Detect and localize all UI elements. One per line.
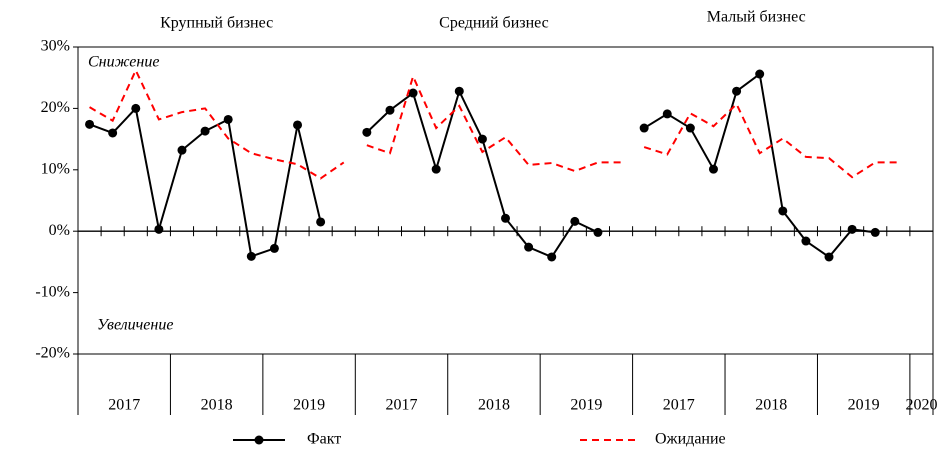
y-tick-label: 30% bbox=[41, 38, 70, 55]
legend-marker bbox=[254, 435, 264, 445]
series-line bbox=[643, 102, 899, 179]
point bbox=[847, 224, 857, 234]
x-tick-label: 2017 bbox=[386, 397, 418, 414]
legend-label: Ожидание bbox=[655, 431, 726, 448]
series-line bbox=[89, 67, 345, 180]
y-tick-label: -10% bbox=[35, 283, 70, 300]
y-tick-label: -20% bbox=[35, 345, 70, 362]
point bbox=[454, 86, 464, 96]
point bbox=[501, 213, 510, 223]
point bbox=[131, 103, 141, 113]
point bbox=[293, 120, 303, 130]
point bbox=[246, 251, 256, 261]
x-tick-label: 2019 bbox=[848, 397, 880, 414]
point bbox=[524, 242, 534, 252]
point bbox=[385, 105, 395, 115]
point bbox=[85, 119, 95, 129]
point bbox=[223, 114, 233, 124]
point bbox=[870, 227, 880, 237]
panel-title: Малый бизнес bbox=[707, 9, 806, 26]
x-tick-label: 2019 bbox=[570, 397, 602, 414]
point bbox=[778, 206, 788, 216]
point bbox=[362, 127, 372, 137]
x-tick-label: 2017 bbox=[663, 397, 695, 414]
point bbox=[154, 224, 164, 234]
point bbox=[755, 69, 765, 79]
y-tick-label: 20% bbox=[41, 99, 70, 116]
x-tick-label: 2018 bbox=[755, 397, 787, 414]
x-tick-label: 2020 bbox=[905, 397, 937, 414]
point bbox=[200, 126, 210, 136]
point bbox=[316, 217, 326, 227]
x-tick-label: 2018 bbox=[201, 397, 233, 414]
point bbox=[408, 88, 418, 98]
point bbox=[639, 123, 649, 133]
annotation: Снижение bbox=[88, 54, 159, 71]
point bbox=[801, 236, 811, 246]
point bbox=[708, 164, 718, 174]
point bbox=[824, 252, 834, 262]
series-line bbox=[366, 73, 622, 173]
y-tick-label: 0% bbox=[49, 222, 70, 239]
point bbox=[662, 109, 672, 119]
point bbox=[108, 128, 118, 138]
point bbox=[547, 252, 557, 262]
x-tick-label: 2019 bbox=[293, 397, 325, 414]
x-tick-label: 2018 bbox=[478, 397, 510, 414]
point bbox=[685, 123, 695, 133]
legend-label: Факт bbox=[307, 431, 341, 448]
plot-frame bbox=[77, 46, 934, 355]
point bbox=[177, 145, 187, 155]
annotation: Увеличение bbox=[97, 317, 173, 334]
point bbox=[593, 227, 603, 237]
point bbox=[570, 216, 580, 226]
point bbox=[732, 86, 742, 96]
panel-title: Средний бизнес bbox=[439, 15, 549, 32]
y-tick-label: 10% bbox=[41, 160, 70, 177]
x-tick-label: 2017 bbox=[108, 397, 140, 414]
point bbox=[477, 134, 487, 144]
point bbox=[431, 164, 441, 174]
point bbox=[269, 243, 279, 253]
panel-title: Крупный бизнес bbox=[160, 15, 273, 32]
